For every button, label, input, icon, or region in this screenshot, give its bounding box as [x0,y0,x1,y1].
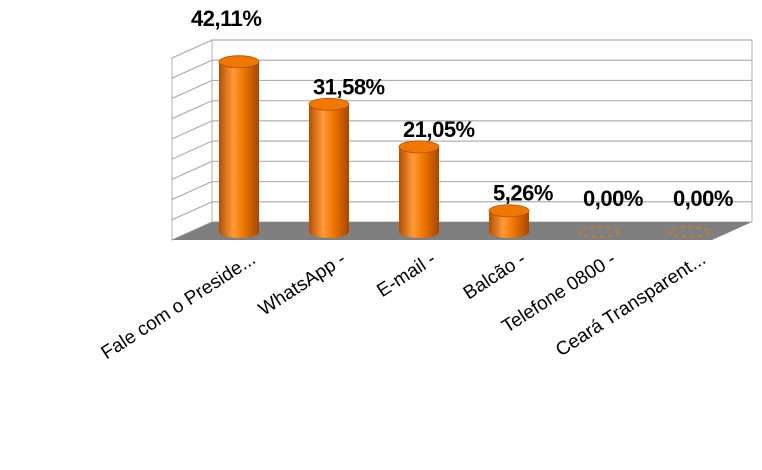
category-label: Ceará Transparent... [552,249,710,362]
bar [488,204,530,238]
bar [308,97,350,238]
bar-zero [668,226,710,238]
value-label: 0,00% [583,186,643,211]
bar [218,55,260,238]
chart-walls [171,39,753,241]
value-label: 5,26% [493,181,553,206]
category-label: WhatsApp - [255,249,350,321]
gridline-side [171,39,213,59]
bar-top [218,55,260,69]
category-labels: Fale com o Preside...WhatsApp - E-mail - B… [98,249,710,364]
gridline-side [171,100,213,120]
category-label: Balcão - [460,249,530,305]
gridline-side [171,181,213,201]
bar-top [488,204,530,218]
bar [578,226,620,238]
gridline-side [171,160,213,180]
bars [218,55,710,238]
bar-body [309,104,349,238]
gridlines [171,39,752,221]
category-label: Fale com o Preside... [98,249,260,364]
bar-zero [578,226,620,238]
value-label: 0,00% [673,186,733,211]
side-wall [171,39,213,241]
bar-top [308,97,350,111]
bar-body [399,146,439,238]
gridline-side [171,120,213,140]
value-labels: 42,11% 31,58% 21,05% 5,26% 0,00% 0,00% [191,6,733,211]
gridline-side [171,59,213,79]
gridline-side [171,140,213,160]
back-wall [211,39,753,223]
bar [398,140,440,238]
bar-body [489,210,529,238]
value-label: 31,58% [313,74,385,99]
bar-body [219,61,259,238]
category-label: E-mail - [373,249,439,302]
value-label: 42,11% [191,6,261,31]
bar-top [398,140,440,154]
value-label: 21,05% [403,117,475,142]
bar [668,226,710,238]
gridline-side [171,79,213,99]
gridline-side [171,201,213,221]
